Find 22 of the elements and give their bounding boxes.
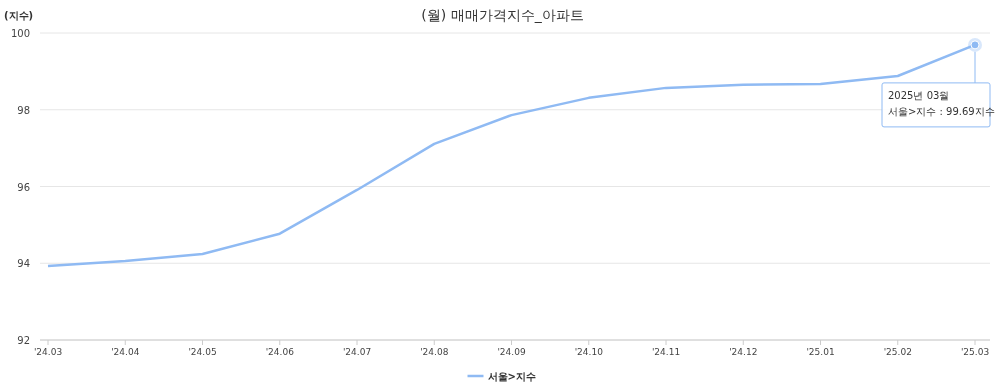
y-tick-label: 96 (17, 181, 30, 193)
annotation: 2025년 03월 서울>지수 : 99.69지수 (888, 89, 995, 117)
y-tick-label: 92 (17, 335, 30, 346)
legend-label: 서울>지수 (487, 371, 536, 382)
x-tick-label: '24.11 (651, 347, 681, 357)
x-tick-label: '25.03 (960, 347, 990, 357)
chart-title: (월) 매매가격지수_아파트 (421, 7, 584, 23)
y-tick-label: 100 (10, 28, 30, 39)
x-tick-label: '24.08 (420, 347, 449, 357)
x-tick-label: '24.12 (729, 347, 758, 357)
x-tick-label: '25.01 (806, 347, 835, 357)
x-tick-label: '24.07 (342, 347, 372, 357)
x-tick-label: '24.06 (265, 347, 295, 357)
y-tick-label: 98 (17, 104, 30, 116)
x-tick-label: '25.02 (883, 347, 912, 357)
y-axis-title: (지수) (4, 10, 34, 21)
x-tick-label: '24.09 (497, 347, 526, 357)
x-tick-label: '24.03 (33, 347, 63, 357)
y-tick-label: 94 (17, 258, 30, 270)
x-tick-label: '24.05 (188, 347, 217, 357)
x-tick-label: '24.04 (111, 347, 140, 357)
x-tick-label: '24.10 (574, 347, 604, 357)
